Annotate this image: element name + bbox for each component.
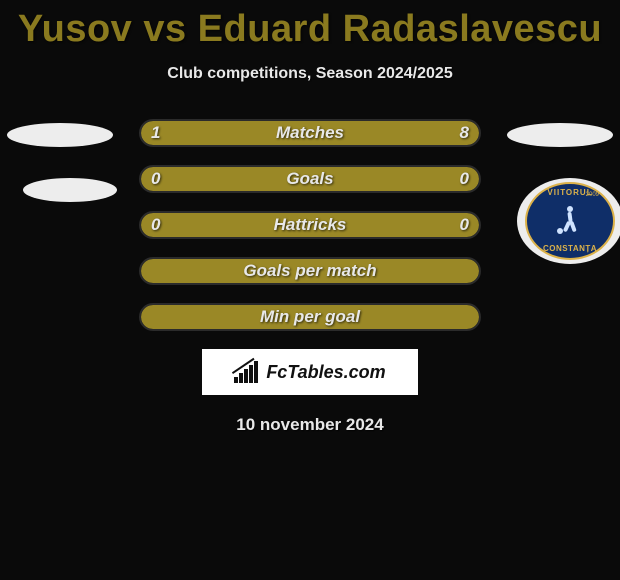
left-logo-placeholder-1: [7, 123, 113, 147]
stat-row: Hattricks0 0: [139, 211, 481, 239]
stat-label: Matches: [141, 123, 479, 143]
badge-bottom-text: CONSTANȚA: [527, 244, 613, 253]
footer-date: 10 november 2024: [0, 415, 620, 435]
stat-value-right: 8: [460, 123, 469, 143]
page-subtitle: Club competitions, Season 2024/2025: [0, 65, 620, 83]
stat-value-left: 0: [151, 169, 160, 189]
stat-label: Hattricks: [141, 215, 479, 235]
stat-value-left: 0: [151, 215, 160, 235]
badge-top-text: VIITORUL: [527, 188, 613, 197]
club-badge: VIITORUL 2009 CONSTANȚA: [517, 178, 620, 264]
player-icon: [561, 206, 579, 234]
stat-row: Goals0 0: [139, 165, 481, 193]
stat-row: Matches1 8: [139, 119, 481, 147]
stat-row: Min per goal: [139, 303, 481, 331]
stat-label: Goals per match: [141, 261, 479, 281]
left-logo-placeholder-2: [23, 178, 117, 202]
watermark: FcTables.com: [202, 349, 418, 395]
stat-value-right: 0: [460, 215, 469, 235]
page-title: Yusov vs Eduard Radaslavescu: [0, 0, 620, 51]
watermark-text: FcTables.com: [266, 362, 385, 383]
stat-label: Goals: [141, 169, 479, 189]
badge-year: 2009: [586, 192, 599, 198]
barchart-icon: [234, 361, 260, 383]
stat-label: Min per goal: [141, 307, 479, 327]
right-logo-placeholder: [507, 123, 613, 147]
stat-value-right: 0: [460, 169, 469, 189]
stat-row: Goals per match: [139, 257, 481, 285]
stat-value-left: 1: [151, 123, 160, 143]
